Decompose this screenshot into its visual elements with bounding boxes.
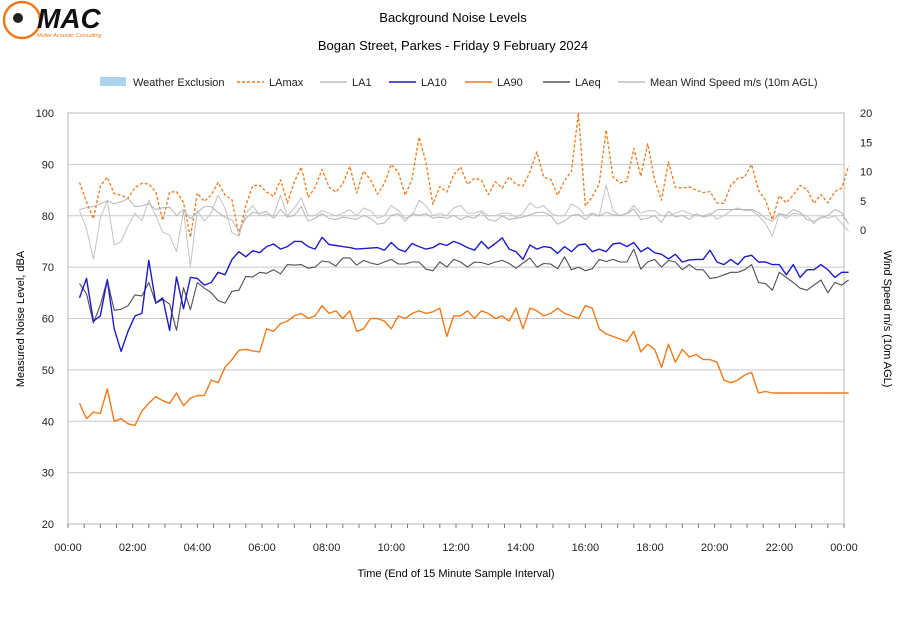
- y2-tick-label: 10: [860, 167, 872, 179]
- legend-item-lamax: LAmax: [237, 77, 304, 89]
- y-tick-label: 60: [42, 314, 54, 326]
- y2-tick-label: 20: [860, 108, 872, 120]
- x-tick-label: 00:00: [830, 542, 858, 554]
- series-group: [78, 112, 850, 427]
- series-line-la1: [79, 184, 849, 267]
- x-tick-label: 08:00: [313, 542, 341, 554]
- y-tick-label: 50: [42, 365, 54, 377]
- y-axis-right: 0 5 10 15 20: [860, 108, 872, 237]
- x-tick-label: 16:00: [572, 542, 600, 554]
- gridlines: [68, 163, 844, 474]
- y-tick-label: 20: [42, 519, 54, 531]
- x-tick-label: 02:00: [119, 542, 147, 554]
- x-tick-label: 10:00: [378, 542, 406, 554]
- x-tick-label: 22:00: [766, 542, 794, 554]
- legend-label: LA90: [497, 77, 523, 89]
- series-line-la90: [78, 305, 849, 427]
- legend-label: LAeq: [575, 77, 601, 89]
- logo-text: MAC: [37, 3, 102, 34]
- y-tick-label: 70: [42, 262, 54, 274]
- legend-item-la90: LA90: [465, 77, 523, 89]
- legend-item-laeq: LAeq: [543, 77, 601, 89]
- series-line-laeq: [79, 248, 849, 331]
- x-axis-label: Time (End of 15 Minute Sample Interval): [357, 568, 554, 580]
- legend-swatch: [100, 77, 126, 86]
- x-tick-label: 04:00: [184, 542, 212, 554]
- legend-item-la1: LA1: [320, 77, 372, 89]
- legend-label: LA10: [421, 77, 447, 89]
- x-tick-label: 20:00: [701, 542, 729, 554]
- series-line-la10: [78, 236, 849, 353]
- legend-label: Weather Exclusion: [133, 77, 225, 89]
- y-tick-label: 30: [42, 468, 54, 480]
- logo-dot-icon: [13, 13, 23, 23]
- chart-title: Background Noise Levels: [379, 10, 527, 25]
- y2-tick-label: 15: [860, 137, 872, 149]
- legend-item-la10: LA10: [389, 77, 447, 89]
- logo-subtitle: Muller Acoustic Consulting: [37, 33, 103, 39]
- y-axis-label: Measured Noise Level, dBA: [15, 250, 27, 387]
- y2-axis-label: Wind Speed m/s (10m AGL): [881, 251, 893, 388]
- series-line-mean-wind-speed: [79, 197, 850, 232]
- legend-label: LA1: [352, 77, 372, 89]
- x-tick-label: 14:00: [507, 542, 535, 554]
- y2-tick-label: 5: [860, 196, 866, 208]
- y-axis-left: 20 30 40 50 60 70 80 90 100: [36, 108, 54, 531]
- legend-label: LAmax: [269, 77, 304, 89]
- x-tick-label: 00:00: [54, 542, 82, 554]
- legend-item-weather-exclusion: Weather Exclusion: [100, 77, 225, 89]
- x-axis: 00:00 02:00 04:00 06:00 08:00 10:00 12:00 14:00…: [54, 524, 858, 554]
- y2-tick-label: 0: [860, 225, 866, 237]
- y-tick-label: 90: [42, 159, 54, 171]
- series-line-lamax: [78, 112, 850, 238]
- chart-legend: Weather Exclusion LAmax LA1 LA10 LA90 LAeq Mea…: [100, 77, 818, 89]
- x-tick-label: 06:00: [248, 542, 276, 554]
- y-tick-label: 40: [42, 416, 54, 428]
- chart-subtitle: Bogan Street, Parkes - Friday 9 February…: [318, 38, 588, 53]
- mac-logo: MAC Muller Acoustic Consulting: [2, 0, 103, 40]
- y-tick-label: 80: [42, 211, 54, 223]
- x-tick-label: 12:00: [442, 542, 470, 554]
- x-tick-label: 18:00: [636, 542, 664, 554]
- logo-ring-icon: [2, 0, 42, 40]
- legend-item-mean-wind-speed-m-s-10m-agl: Mean Wind Speed m/s (10m AGL): [618, 77, 818, 89]
- legend-label: Mean Wind Speed m/s (10m AGL): [650, 77, 818, 89]
- y-tick-label: 100: [36, 108, 54, 120]
